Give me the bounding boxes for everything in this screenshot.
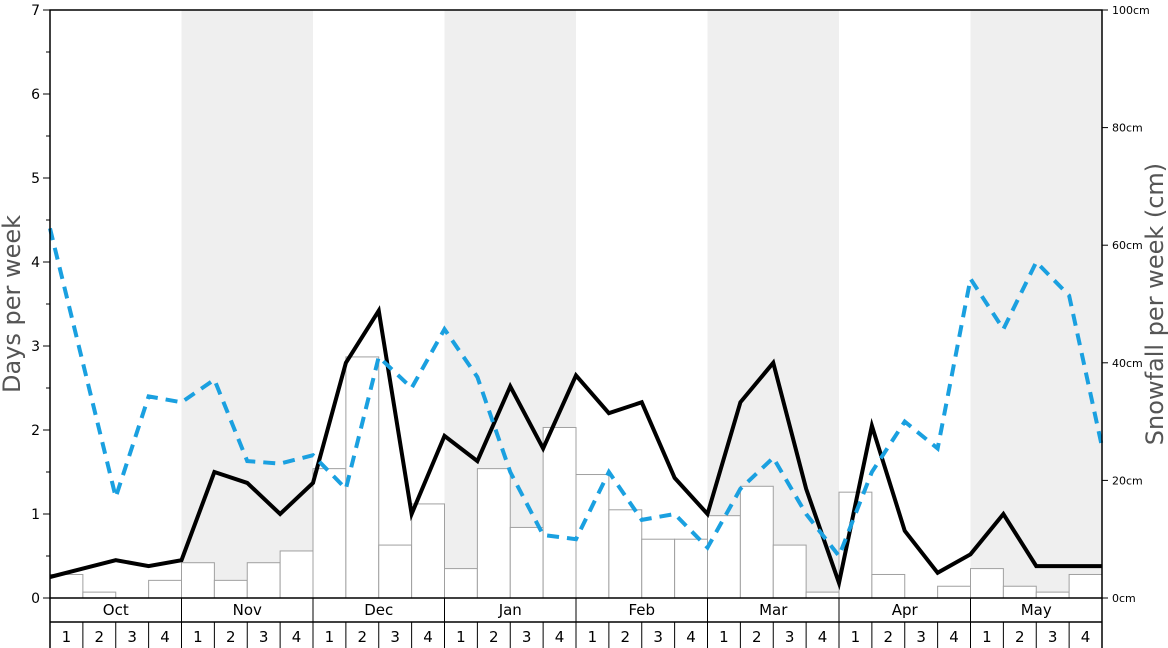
week-label: 4 [949,628,959,646]
snowfall-bar [641,538,676,599]
snowfall-bar [970,568,1004,599]
week-label: 4 [686,628,696,646]
left-tick-label: 6 [31,87,40,103]
week-label: 3 [916,628,926,646]
month-label: Nov [233,601,262,619]
week-label: 1 [62,628,72,646]
x-axis-table: Oct 1 2 3 4 Nov 1 2 3 4 Dec 1 2 3 4 Jan 1 2 3 4 Feb 1 2 3 4 Mar 1 2… [49,598,1103,648]
snowfall-bar [213,579,248,599]
snowfall-bar [608,509,643,599]
week-label: 3 [259,628,269,646]
right-axis-title: Snowfall per week (cm) [1141,163,1168,445]
left-tick-label: 2 [31,423,40,439]
snowfall-bar [246,562,281,599]
left-tick-label: 4 [31,255,40,271]
right-tick-label: 100cm [1112,4,1150,17]
snowfall-bar [1002,585,1037,599]
snowfall-bar [707,515,741,599]
snowfall-bar [575,474,610,599]
week-label: 3 [127,628,137,646]
snowfall-bar [772,544,807,599]
right-axis: 0cm 20cm 40cm 60cm 80cm 100cm [1102,4,1150,605]
snowfall-bar [937,585,971,599]
month-label: May [1021,601,1052,619]
week-label: 1 [325,628,335,646]
week-label: 4 [292,628,302,646]
snowfall-bar [805,591,840,599]
left-tick-label: 7 [31,3,40,19]
month-label: Apr [892,601,919,619]
week-label: 2 [1015,628,1025,646]
left-tick-label: 3 [31,339,40,355]
snowfall-bar [378,544,413,599]
week-label: 3 [390,628,400,646]
snowfall-bar [148,579,182,599]
left-tick-label: 0 [31,591,40,607]
week-label: 2 [489,628,499,646]
snowfall-bars [49,356,1103,599]
snowfall-bar [739,485,774,599]
left-tick-label: 5 [31,171,40,187]
snowfall-bar [279,550,314,599]
week-label: 2 [621,628,631,646]
week-label: 3 [653,628,663,646]
week-label: 4 [555,628,565,646]
snowfall-bar [345,356,380,599]
month-band-may [970,10,1102,598]
snowfall-bar [509,526,544,599]
right-tick-label: 60cm [1112,239,1143,252]
week-label: 2 [884,628,894,646]
data-lines [48,227,1104,591]
week-label: 2 [358,628,368,646]
snowfall-bar [1068,573,1103,599]
snowfall-bar [871,573,906,599]
month-label: Feb [628,601,655,619]
snowfall-bar [542,426,577,599]
week-label: 4 [818,628,828,646]
week-label: 4 [423,628,433,646]
snowfall-bar [181,562,215,599]
week-label: 1 [719,628,729,646]
snowfall-bar [312,468,347,599]
snowfall-bar [1035,591,1070,599]
week-label: 3 [1048,628,1058,646]
dashed-series-line [48,227,1104,560]
month-label: Mar [759,601,788,619]
right-tick-label: 80cm [1112,122,1143,135]
week-label: 3 [522,628,532,646]
snowfall-bar [674,538,708,599]
snowfall-bar [476,468,511,599]
right-tick-label: 40cm [1112,357,1143,370]
week-label: 1 [588,628,598,646]
month-label: Jan [498,601,522,619]
week-label: 1 [456,628,466,646]
month-label: Dec [364,601,393,619]
left-axis: 0 1 2 3 4 5 6 7 [31,3,50,607]
week-label: 2 [226,628,236,646]
snowfall-bar [49,573,84,599]
week-label: 1 [193,628,203,646]
week-label: 4 [1081,628,1091,646]
left-tick-label: 1 [31,507,40,523]
month-label: Oct [103,601,129,619]
week-label: 1 [851,628,861,646]
week-label: 3 [785,628,795,646]
week-label: 2 [752,628,762,646]
snowfall-bar [82,591,117,599]
left-axis-title: Days per week [0,215,26,393]
week-label: 2 [95,628,105,646]
right-tick-label: 20cm [1112,474,1143,487]
week-label: 4 [160,628,170,646]
month-shading-bands [181,10,1102,598]
snowfall-bar [411,503,445,599]
snowfall-bar [444,568,478,599]
right-tick-label: 0cm [1112,592,1136,605]
week-label: 1 [982,628,992,646]
solid-series-line [49,305,1102,591]
